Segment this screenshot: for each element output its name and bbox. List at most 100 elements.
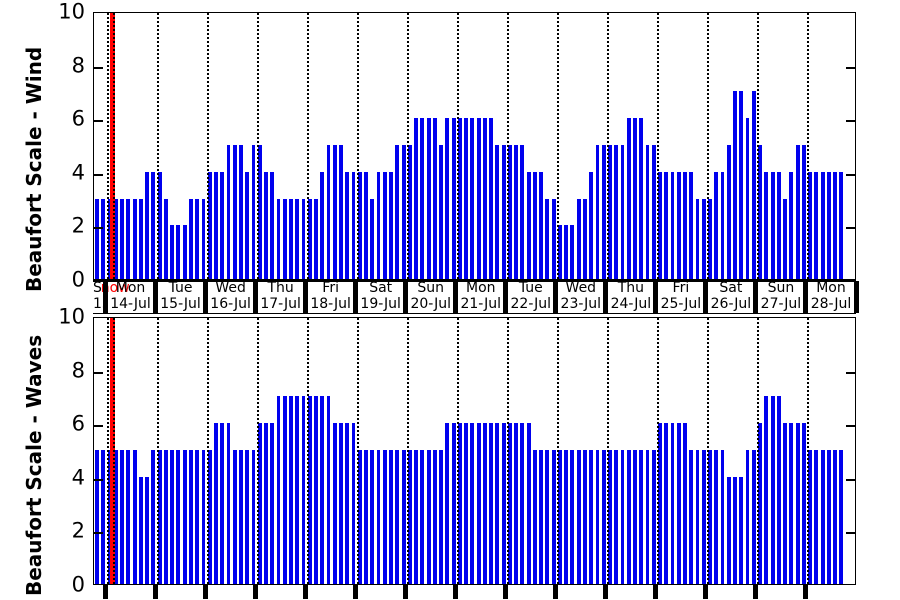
day-of-week-label: Mon	[115, 280, 146, 296]
day-divider-tick	[403, 281, 409, 313]
bar	[633, 118, 637, 279]
bar	[282, 396, 287, 584]
day-strip-top-rule	[93, 280, 856, 282]
day-of-week-label: Tue	[518, 280, 543, 296]
bar	[639, 450, 644, 584]
day-divider-tick	[203, 281, 209, 313]
day-separator-line	[656, 318, 659, 584]
bar	[670, 423, 675, 584]
bar	[708, 198, 712, 279]
bar	[583, 198, 587, 279]
bar	[239, 145, 243, 279]
bar	[795, 423, 800, 584]
bar	[176, 225, 181, 279]
bar	[814, 171, 819, 279]
x-axis-day-tick	[603, 585, 609, 599]
bar	[701, 198, 706, 279]
y-tick-label: 10	[58, 0, 85, 24]
day-axis-cell: Wed 23-Jul	[556, 280, 606, 314]
bar	[414, 118, 419, 279]
day-separator-line	[506, 13, 509, 279]
bar	[351, 423, 356, 584]
bar	[195, 450, 200, 584]
day-axis-cell: Sun13-Jul	[93, 280, 106, 314]
bar	[689, 450, 694, 584]
y-tick-mark	[94, 227, 103, 230]
day-date-label: 28-Jul	[810, 296, 852, 312]
day-date-label: 23-Jul	[560, 296, 602, 312]
bar	[795, 145, 800, 279]
bar	[676, 423, 681, 584]
bar	[357, 450, 362, 584]
bar	[758, 423, 762, 584]
bar	[345, 423, 350, 584]
bar	[651, 145, 656, 279]
bar	[464, 118, 469, 279]
bar	[589, 450, 594, 584]
bar	[751, 450, 756, 584]
x-axis-day-tick	[103, 585, 108, 599]
bar	[733, 476, 737, 584]
bar	[501, 145, 506, 279]
bar	[232, 450, 237, 584]
bar	[683, 423, 687, 584]
bar	[520, 145, 525, 279]
bar	[564, 225, 569, 279]
bar	[476, 423, 481, 584]
bar	[451, 423, 456, 584]
day-of-week-label: Sat	[719, 280, 743, 296]
day-divider-tick	[103, 281, 108, 313]
day-axis-cell: Thu 24-Jul	[606, 280, 656, 314]
x-axis-day-tick	[703, 585, 709, 599]
bar	[739, 91, 744, 279]
y-axis-label-wind: Beaufort Scale - Wind	[22, 46, 46, 292]
day-divider-tick	[153, 281, 159, 313]
bar	[307, 198, 312, 279]
day-divider-tick	[653, 281, 659, 313]
bar	[101, 198, 106, 279]
day-divider-tick	[703, 281, 709, 313]
day-axis-cell: Thu 17-Jul	[256, 280, 306, 314]
day-date-label: 14-Jul	[110, 296, 151, 312]
bar	[551, 450, 556, 584]
bar	[826, 450, 831, 584]
bar	[701, 450, 706, 584]
day-axis-cell: Sun 27-Jul	[756, 280, 806, 314]
bar	[545, 450, 550, 584]
day-of-week-label: Sat	[369, 280, 393, 296]
bar	[551, 198, 556, 279]
y-tick-mark	[94, 173, 103, 176]
bar	[501, 423, 506, 584]
bar	[257, 423, 262, 584]
bar	[482, 118, 487, 279]
bar	[539, 450, 544, 584]
y-tick-label: 8	[71, 358, 85, 383]
now-indicator-dotted-overlay	[112, 13, 115, 279]
bar	[357, 171, 362, 279]
bar	[839, 450, 844, 584]
bar	[758, 145, 762, 279]
day-separator-line	[106, 13, 109, 279]
y-tick-label: 8	[71, 53, 85, 78]
x-axis-day-tick	[253, 585, 259, 599]
bar	[151, 171, 156, 279]
bar	[664, 171, 669, 279]
plot-area-waves	[94, 318, 855, 584]
bar	[301, 198, 306, 279]
day-divider-tick	[853, 281, 859, 313]
day-of-week-label: Sun	[93, 280, 106, 296]
bar	[583, 450, 587, 584]
day-date-label: 13-Jul	[93, 296, 106, 314]
day-of-week-label: Sun	[767, 280, 795, 296]
y-tick-mark	[94, 425, 103, 428]
day-date-label: 25-Jul	[660, 296, 702, 312]
bar	[138, 476, 143, 584]
day-separator-line	[356, 318, 359, 584]
bar	[220, 423, 225, 584]
bar	[389, 171, 393, 279]
bar	[520, 423, 525, 584]
bar	[232, 145, 237, 279]
bar	[257, 145, 262, 279]
bar	[320, 396, 325, 584]
